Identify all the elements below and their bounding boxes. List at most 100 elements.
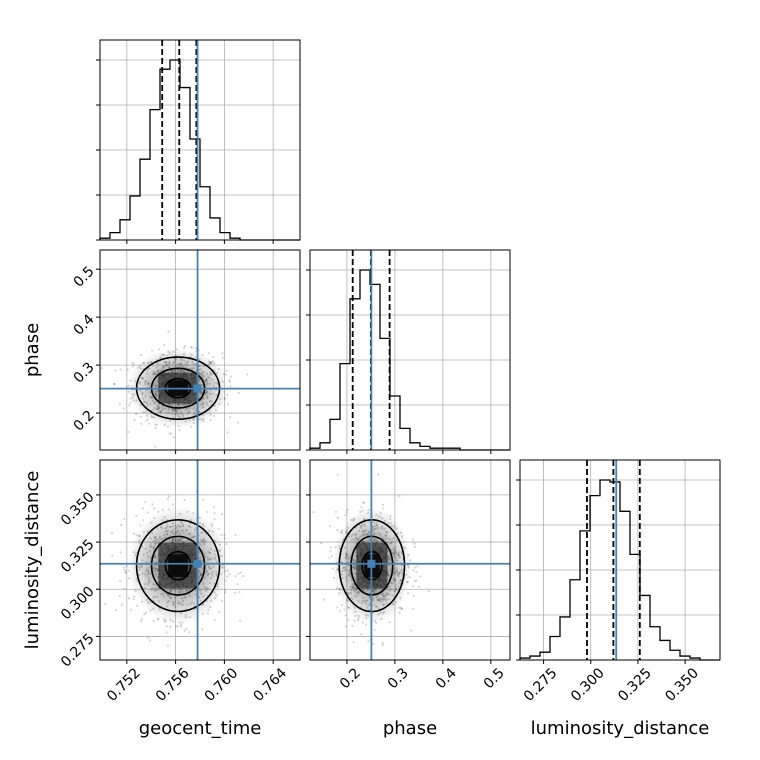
- sample-point: [238, 590, 241, 594]
- sample-point: [201, 628, 204, 631]
- sample-point: [152, 619, 155, 623]
- sample-point: [427, 590, 431, 593]
- y-tick-label: 0.275: [58, 631, 98, 671]
- sample-point: [344, 625, 347, 628]
- sample-point: [218, 611, 221, 614]
- panel-frame: [519, 459, 721, 661]
- sample-point: [242, 574, 245, 578]
- density-peak: [168, 554, 188, 578]
- sample-point: [151, 349, 154, 352]
- sample-point: [165, 625, 168, 628]
- sample-point: [364, 623, 368, 626]
- sample-point: [113, 383, 116, 386]
- y-tick-label: 0.2: [71, 407, 98, 434]
- panel-frame: [309, 459, 511, 661]
- sample-point: [381, 503, 385, 506]
- sample-point: [344, 614, 347, 617]
- sample-point: [146, 511, 149, 514]
- sample-point: [194, 347, 197, 350]
- sample-point: [400, 608, 403, 611]
- sample-point: [415, 579, 418, 582]
- sample-point: [411, 585, 415, 588]
- y-axis-title: luminosity_distance: [22, 471, 43, 650]
- sample-point: [228, 573, 231, 576]
- sample-point: [221, 356, 224, 360]
- sample-point: [328, 556, 331, 559]
- sample-point: [114, 609, 118, 612]
- sample-point: [145, 419, 148, 422]
- sample-point: [417, 585, 421, 588]
- x-tick-label: 0.275: [521, 665, 561, 705]
- sample-point: [124, 570, 127, 573]
- sample-point: [399, 606, 402, 609]
- sample-point: [220, 599, 223, 603]
- sample-point: [135, 412, 138, 416]
- x-tick-label: 0.764: [250, 665, 290, 705]
- sample-point: [132, 363, 135, 366]
- sample-point: [228, 379, 231, 382]
- sample-point: [373, 628, 376, 632]
- sample-point: [140, 618, 144, 621]
- sample-point: [237, 391, 241, 395]
- sample-point: [183, 344, 187, 347]
- sample-point: [209, 418, 212, 422]
- sample-point: [353, 619, 356, 622]
- sample-point: [133, 595, 136, 598]
- sample-point: [363, 501, 366, 505]
- x-tick-label: 0.5: [481, 665, 508, 692]
- sample-point: [367, 640, 370, 643]
- sample-point: [119, 579, 122, 583]
- sample-point: [166, 644, 170, 647]
- sample-point: [129, 608, 133, 611]
- sample-point: [142, 519, 145, 522]
- sample-point: [123, 517, 126, 521]
- sample-point: [412, 607, 415, 610]
- sample-point: [132, 532, 135, 535]
- sample-point: [104, 602, 107, 606]
- sample-point: [329, 550, 332, 553]
- sample-point: [118, 594, 121, 597]
- x-axis-title: geocent_time: [139, 718, 262, 739]
- contour-2: [150, 535, 206, 596]
- sample-point: [146, 636, 150, 639]
- sample-point: [212, 506, 215, 509]
- sample-point: [415, 571, 418, 574]
- sample-point: [183, 498, 186, 502]
- x-axis-title: phase: [383, 718, 437, 739]
- sample-point: [372, 642, 375, 645]
- sample-point: [125, 564, 128, 568]
- sample-point: [123, 587, 126, 591]
- x-tick-label: 0.756: [153, 665, 193, 705]
- sample-point: [328, 525, 332, 528]
- sample-point: [94, 561, 96, 563]
- sample-point: [133, 418, 136, 422]
- sample-point: [225, 369, 228, 372]
- truth-marker: [193, 559, 202, 568]
- sample-point: [225, 543, 228, 546]
- histogram-luminosity_distance: [519, 479, 720, 661]
- sample-point: [174, 625, 178, 628]
- sample-point: [330, 554, 334, 558]
- sample-point: [221, 351, 224, 355]
- sample-point: [179, 623, 182, 626]
- sample-point: [154, 423, 157, 426]
- sample-point: [229, 375, 233, 378]
- sample-point: [213, 512, 216, 515]
- sample-point: [189, 345, 193, 349]
- sample-point: [398, 495, 401, 498]
- sample-point: [319, 541, 323, 545]
- sample-point: [229, 385, 232, 388]
- x-tick-label: 0.2: [337, 665, 364, 692]
- sample-point: [151, 503, 154, 506]
- sample-point: [377, 473, 380, 476]
- sample-point: [336, 473, 339, 476]
- y-tick-label: 0.3: [71, 359, 98, 386]
- sample-point: [168, 432, 171, 435]
- panel-frame: [309, 249, 511, 451]
- sample-point: [334, 510, 338, 513]
- contour-1: [164, 550, 192, 581]
- sample-point: [144, 611, 147, 615]
- sample-point: [213, 619, 216, 622]
- x-tick-label: 0.3: [385, 665, 412, 692]
- scatter-cloud: [100, 330, 249, 448]
